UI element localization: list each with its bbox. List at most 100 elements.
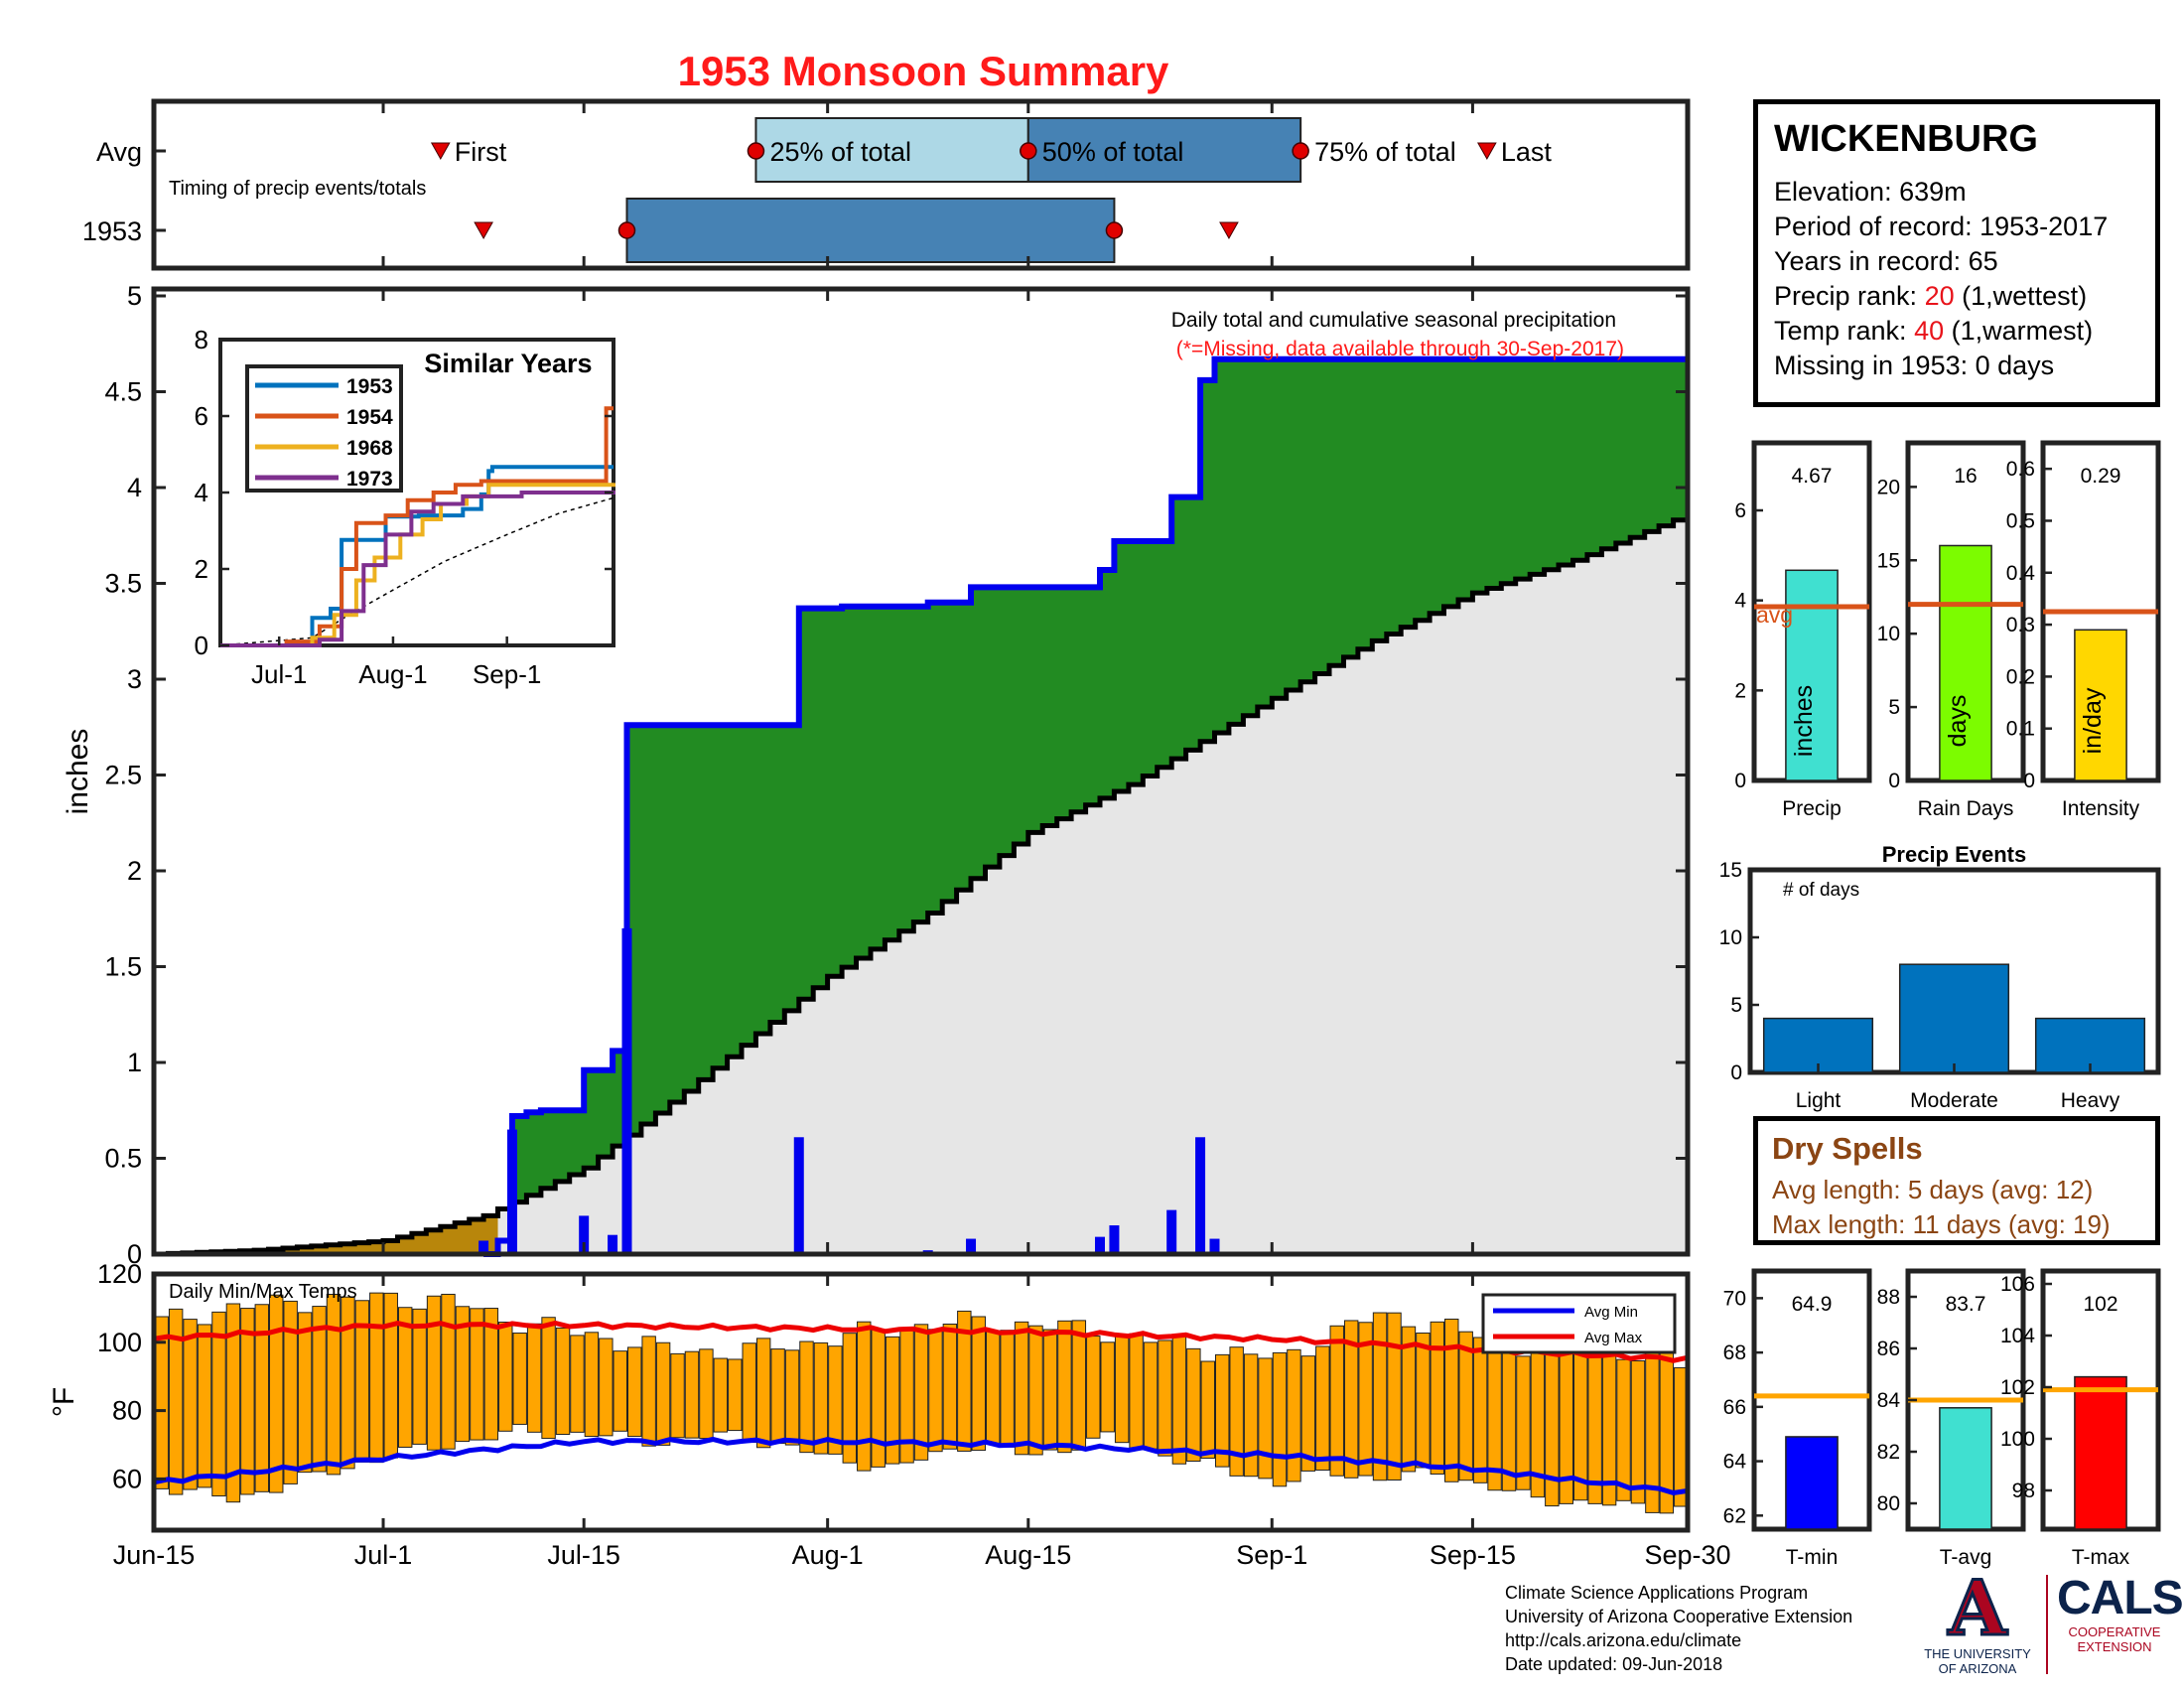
avg-first-marker (430, 142, 451, 161)
inset-x-tick-label: Jul-1 (251, 659, 307, 689)
daily-temp-bar (584, 1332, 600, 1438)
daily-temp-bar (397, 1307, 413, 1448)
daily-temp-bar (1616, 1358, 1631, 1501)
x-tick-label: Sep-15 (1430, 1540, 1516, 1570)
daily-temp-bar (211, 1311, 226, 1497)
stat-y-tick-label: 100 (2000, 1428, 2035, 1451)
daily-temp-bar (641, 1336, 656, 1447)
temp-rank: Temp rank: 40 (1,warmest) (1774, 314, 2139, 349)
daily-temp-bar (1387, 1312, 1402, 1481)
daily-precip-bar (478, 1240, 489, 1254)
x-tick-label: Sep-1 (1236, 1540, 1307, 1570)
avg-cumulative-area (154, 514, 1688, 1254)
avg-last-marker (1476, 142, 1497, 161)
daily-precip-bar (1209, 1238, 1220, 1254)
daily-temp-bar (655, 1341, 671, 1446)
tavg_stat-bar (1939, 1407, 1992, 1530)
stat-y-tick-label: 64 (1723, 1451, 1747, 1474)
precip-rank: Precip rank: 20 (1,wettest) (1774, 279, 2139, 314)
period-label: Period of record: 1953-2017 (1774, 212, 2109, 241)
stat-y-tick-label: 62 (1723, 1504, 1746, 1527)
avg-max-line (153, 1320, 1689, 1363)
tmin_stat-x-label: T-min (1786, 1546, 1839, 1569)
ua-block-a-icon: A (1947, 1564, 2008, 1652)
y-tick-label: 2.5 (104, 761, 142, 790)
daily-temp-bar (1487, 1335, 1502, 1491)
daily-temp-bar (1186, 1347, 1201, 1463)
daily-precip-bar (579, 1215, 590, 1254)
precip-rank-prefix: Precip rank: (1774, 281, 1925, 311)
daily-temp-bar (1458, 1331, 1473, 1481)
daily-temp-bar (1215, 1353, 1230, 1468)
daily-temp-bar (1272, 1351, 1288, 1487)
years-label: Years in record: 65 (1774, 246, 1998, 276)
y-tick-label: 5 (127, 281, 142, 311)
temp-rank-value: 40 (1914, 316, 1945, 346)
avg-first-label: First (455, 137, 507, 167)
x-tick-label: Jun-15 (113, 1540, 196, 1570)
y-tick-label: 80 (112, 1396, 142, 1426)
credits-url: http://cals.arizona.edu/climate (1505, 1630, 1742, 1650)
intensity_stat-x-label: Intensity (2062, 797, 2140, 820)
elevation-label: Elevation: 639m (1774, 177, 1967, 207)
daily-temp-bar (1229, 1346, 1244, 1477)
intensity_stat-value-label: 0.29 (2081, 465, 2121, 488)
tmax_stat-x-label: T-max (2072, 1546, 2130, 1569)
daily-temp-bar (1516, 1355, 1531, 1490)
daily-temp-bar (541, 1317, 556, 1440)
station-name: WICKENBURG (1774, 118, 2038, 160)
daily-temp-bar (297, 1312, 313, 1474)
stat-y-tick-label: 0.4 (2006, 562, 2036, 585)
stat-y-tick-label: 5 (1888, 696, 1900, 719)
stat-y-tick-label: 0.6 (2006, 458, 2035, 481)
legend-avg-max-label: Avg Max (1584, 1330, 1643, 1346)
similar-year-line-1973 (220, 491, 615, 647)
daily-temp-bar (197, 1324, 212, 1488)
daily-temp-bar (1358, 1322, 1373, 1477)
precip-events-category: Moderate (1910, 1089, 1998, 1112)
daily-temp-bar (369, 1292, 384, 1464)
daily-temp-bar (412, 1308, 427, 1445)
y-tick-label: 100 (97, 1328, 142, 1357)
daily-temp-bar (842, 1333, 858, 1464)
daily-temp-bar (1000, 1330, 1015, 1448)
daily-temp-bar (1501, 1343, 1517, 1491)
cals-logo-text: COOPERATIVE (2068, 1624, 2161, 1639)
year-p75-marker (1105, 221, 1124, 239)
legend-label-1953: 1953 (346, 375, 393, 398)
daily-temp-bar (828, 1345, 843, 1455)
temp-rank-prefix: Temp rank: (1774, 316, 1915, 346)
inset-y-tick-label: 0 (195, 631, 208, 660)
daily-temp-bar (383, 1292, 398, 1459)
precip-events-category: Light (1796, 1089, 1842, 1112)
cals-logo: CALS COOPERATIVE EXTENSION (2057, 1573, 2184, 1655)
daily-temp-bar (1416, 1332, 1431, 1469)
daily-temp-bar (225, 1303, 241, 1503)
avg-p50-marker (1020, 142, 1037, 160)
intensity_stat-bar (2074, 629, 2127, 781)
daily-precip-bar (793, 1137, 804, 1254)
stat-y-tick-label: 0 (1888, 770, 1900, 792)
tavg_stat-x-label: T-avg (1940, 1546, 1992, 1569)
daily-temp-bar (626, 1346, 642, 1438)
raindays_stat-x-label: Rain Days (1918, 797, 2014, 820)
tavg_stat-value-label: 83.7 (1946, 1293, 1986, 1316)
temp-legend (1481, 1293, 1677, 1354)
tmax_stat-bar (2074, 1375, 2127, 1530)
page-title: 1953 Monsoon Summary (677, 48, 1169, 94)
y-tick-label: 120 (97, 1259, 142, 1289)
stat-y-tick-label: 15 (1877, 549, 1900, 572)
stat-y-tick-label: 0.5 (2006, 509, 2035, 532)
daily-temp-bar (1401, 1326, 1417, 1473)
y-tick-label: 4.5 (104, 377, 142, 407)
dry-spells-box: Dry Spells Avg length: 5 days (avg: 12) … (1753, 1116, 2160, 1245)
daily-precip-bar (1109, 1225, 1120, 1254)
y-tick-label: 4 (127, 473, 142, 502)
stat-y-tick-label: 20 (1877, 476, 1900, 498)
daily-temp-bar (1315, 1345, 1330, 1472)
daily-temp-bar (885, 1336, 900, 1465)
daily-temp-bar (770, 1348, 785, 1445)
avg-p25-label: 25% of total (769, 137, 911, 167)
daily-temp-bar (1014, 1321, 1029, 1456)
precip-events-bar (1898, 963, 2010, 1073)
